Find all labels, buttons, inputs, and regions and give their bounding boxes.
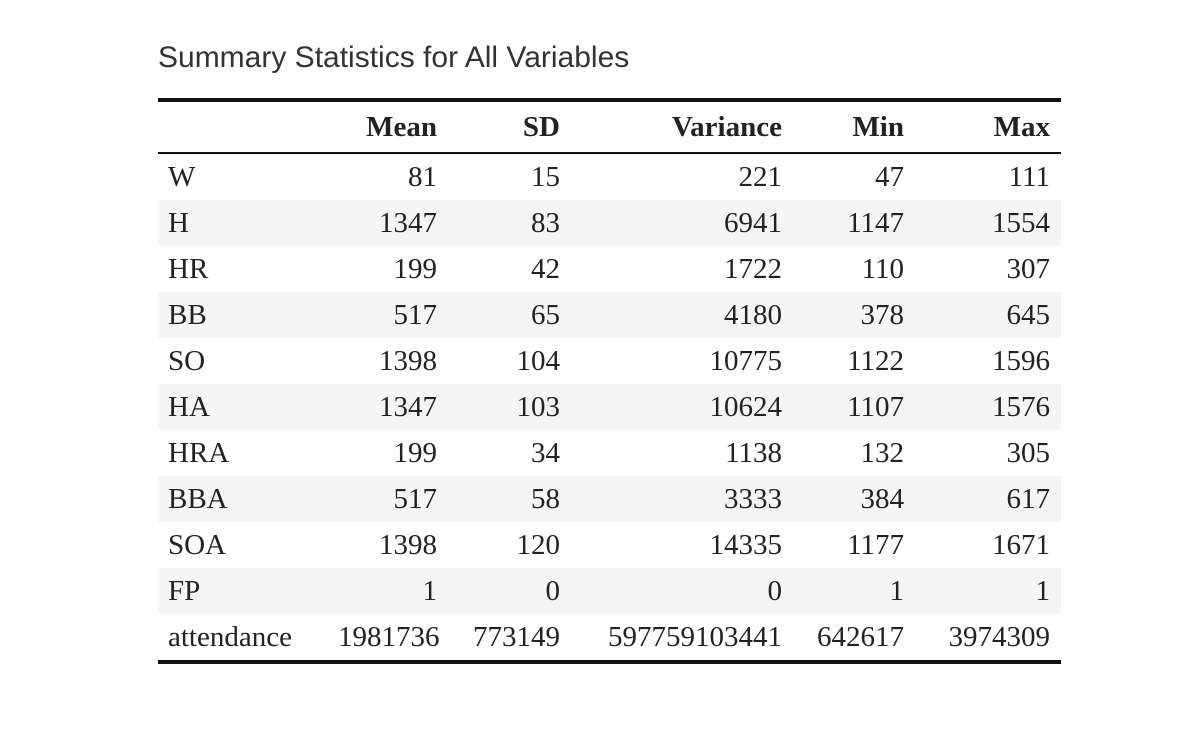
table-cell: 378 — [793, 292, 915, 338]
summary-table-container: Summary Statistics for All Variables Mea… — [158, 40, 1061, 664]
table-cell: 773149 — [473, 620, 560, 653]
column-header-sd: SD — [448, 100, 571, 154]
table-cell: 120 — [516, 528, 561, 561]
table-cell: 1398 — [379, 528, 437, 561]
table-cell: 1138 — [725, 436, 782, 469]
header-corner-cell — [158, 100, 328, 154]
table-cell: 1 — [915, 568, 1061, 614]
table-cell: 1398 — [379, 344, 437, 377]
table-row: attendance 1981736 773149 597759103441 64261… — [158, 614, 1061, 662]
table-cell: 42 — [531, 252, 560, 285]
table-row: SOA 1398 120 14335 1177 1671 — [158, 522, 1061, 568]
table-cell: 221 — [738, 160, 783, 193]
table-cell: 34 — [531, 436, 560, 469]
table-cell: 104 — [516, 344, 561, 377]
row-label: BBA — [158, 476, 328, 522]
table-cell: 199 — [393, 436, 438, 469]
table-cell: 1722 — [724, 252, 782, 285]
table-cell: 103 — [448, 384, 571, 430]
table-cell: 517 — [328, 476, 448, 522]
table-cell: 1177 — [847, 528, 904, 561]
table-cell: 111 — [1008, 160, 1050, 193]
table-cell: 81 — [408, 160, 437, 193]
table-cell: 307 — [1006, 252, 1051, 285]
table-row: BBA 517 58 3333 384 617 — [158, 476, 1061, 522]
table-cell: 0 — [571, 568, 793, 614]
row-label: SO — [168, 344, 206, 377]
table-cell: 110 — [861, 252, 904, 285]
row-label: FP — [158, 568, 328, 614]
table-cell: 199 — [393, 252, 438, 285]
table-cell: 305 — [1006, 436, 1051, 469]
table-cell: 83 — [448, 200, 571, 246]
table-cell: 1347 — [328, 384, 448, 430]
table-cell: 6941 — [571, 200, 793, 246]
row-label: W — [168, 160, 196, 193]
table-cell: 1 — [328, 568, 448, 614]
column-header-min: Min — [793, 100, 915, 154]
table-cell: 132 — [860, 436, 905, 469]
row-label: HR — [168, 252, 209, 285]
table-row: HR 199 42 1722 110 307 — [158, 246, 1061, 292]
table-caption: Summary Statistics for All Variables — [158, 41, 630, 74]
table-cell: 1981736 — [338, 620, 440, 653]
table-header: Mean SD Variance Min Max — [158, 100, 1061, 154]
column-header-variance: Variance — [571, 100, 793, 154]
table-cell: 0 — [448, 568, 571, 614]
column-header-max: Max — [915, 100, 1061, 154]
table-cell: 1671 — [992, 528, 1050, 561]
table-cell: 10624 — [571, 384, 793, 430]
table-cell: 384 — [793, 476, 915, 522]
table-cell: 65 — [448, 292, 571, 338]
table-cell: 617 — [915, 476, 1061, 522]
table-cell: 597759103441 — [608, 620, 782, 653]
row-label: HRA — [168, 436, 230, 469]
table-cell: 1554 — [915, 200, 1061, 246]
table-cell: 4180 — [571, 292, 793, 338]
column-header-mean: Mean — [328, 100, 448, 154]
table-cell: 1347 — [328, 200, 448, 246]
table-cell: 642617 — [817, 620, 904, 653]
row-label: BB — [158, 292, 328, 338]
table-cell: 1596 — [992, 344, 1050, 377]
table-cell: 1147 — [793, 200, 915, 246]
row-label: SOA — [168, 528, 227, 561]
table-row: HA 1347 103 10624 1107 1576 — [158, 384, 1061, 430]
header-row: Mean SD Variance Min Max — [158, 100, 1061, 154]
row-label: attendance — [168, 620, 292, 653]
summary-statistics-table: Mean SD Variance Min Max W 81 15 221 47 111 H 1347 8… — [158, 98, 1061, 664]
table-body: W 81 15 221 47 111 H 1347 83 6941 1147 1554 HR 199 42 1… — [158, 153, 1061, 662]
table-cell: 15 — [531, 160, 560, 193]
table-cell: 10775 — [709, 344, 783, 377]
table-cell: 3974309 — [948, 620, 1051, 653]
table-cell: 1576 — [915, 384, 1061, 430]
table-cell: 47 — [875, 160, 904, 193]
table-cell: 3333 — [571, 476, 793, 522]
table-cell: 1122 — [847, 344, 904, 377]
table-cell: 1 — [793, 568, 915, 614]
table-cell: 517 — [328, 292, 448, 338]
table-row: FP 1 0 0 1 1 — [158, 568, 1061, 614]
table-row: BB 517 65 4180 378 645 — [158, 292, 1061, 338]
table-cell: 14335 — [709, 528, 783, 561]
table-cell: 645 — [915, 292, 1061, 338]
table-row: SO 1398 104 10775 1122 1596 — [158, 338, 1061, 384]
table-cell: 58 — [448, 476, 571, 522]
table-row: HRA 199 34 1138 132 305 — [158, 430, 1061, 476]
row-label: HA — [158, 384, 328, 430]
table-row: H 1347 83 6941 1147 1554 — [158, 200, 1061, 246]
row-label: H — [158, 200, 328, 246]
table-row: W 81 15 221 47 111 — [158, 153, 1061, 200]
table-cell: 1107 — [793, 384, 915, 430]
